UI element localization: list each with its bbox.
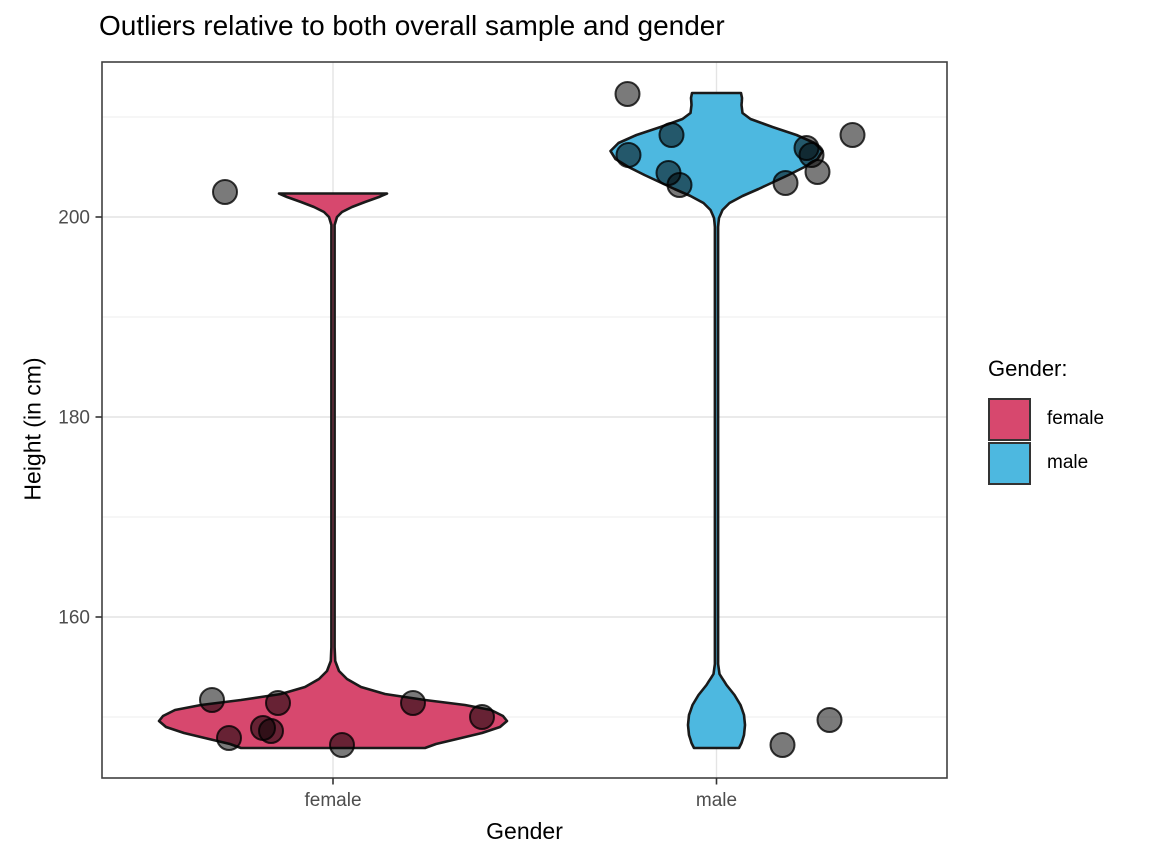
data-point-female xyxy=(265,690,291,716)
data-point-female xyxy=(216,725,242,751)
data-point-female xyxy=(199,687,225,713)
legend-title: Gender: xyxy=(988,356,1068,381)
y-tick-label: 180 xyxy=(58,408,90,429)
data-point-male xyxy=(615,142,642,168)
legend-label-female: female xyxy=(1047,408,1105,429)
legend-swatch-female xyxy=(988,397,1031,441)
data-point-male xyxy=(666,172,693,198)
violin-male xyxy=(609,91,824,750)
data-point-female xyxy=(400,690,426,716)
legend-item-male: male xyxy=(988,441,1138,485)
plot-title: Outliers relative to both overall sample… xyxy=(99,10,725,41)
data-point-male xyxy=(769,732,796,758)
data-point-male xyxy=(658,122,685,148)
x-tick-label: female xyxy=(304,790,361,811)
data-point-male xyxy=(839,122,866,148)
axis-ticks: 160 180 200 female male xyxy=(58,208,737,812)
data-point-female xyxy=(258,718,284,744)
y-tick-label: 160 xyxy=(58,608,90,629)
data-point-female xyxy=(329,732,355,758)
legend-swatch-male xyxy=(988,441,1031,485)
x-tick-label: male xyxy=(696,790,737,811)
jitter-points xyxy=(199,81,866,758)
panel-background xyxy=(102,62,947,778)
x-axis-title: Gender xyxy=(486,818,563,844)
data-point-male xyxy=(614,81,641,107)
panel-border xyxy=(101,61,948,779)
data-point-male xyxy=(804,159,831,185)
data-point-male xyxy=(772,170,799,196)
y-tick-label: 200 xyxy=(58,208,90,229)
data-point-male xyxy=(816,707,843,733)
data-point-female xyxy=(469,704,495,730)
legend-label-male: male xyxy=(1047,452,1089,473)
legend: Gender: female male xyxy=(988,356,1138,485)
legend-item-female: female xyxy=(988,397,1138,441)
violin-female xyxy=(157,192,509,750)
data-point-female xyxy=(212,179,238,205)
